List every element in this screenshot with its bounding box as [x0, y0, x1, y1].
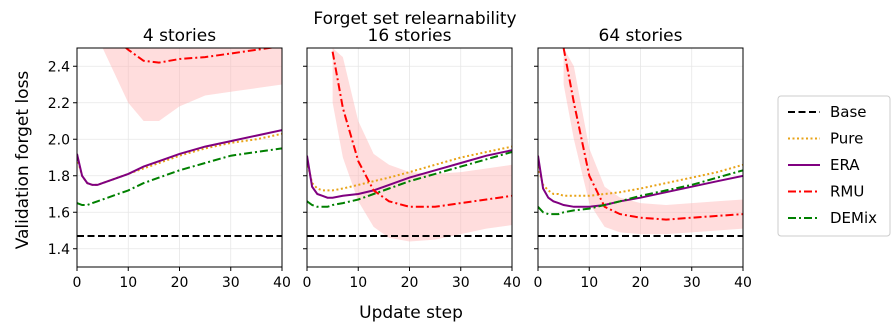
legend-label-demix: DEMix: [830, 209, 877, 227]
y-axis-label: Validation forget loss: [13, 71, 33, 250]
series-line-demix: [538, 169, 743, 216]
y-tick-label: 1.6: [48, 205, 70, 221]
rmu-uncertainty-band: [102, 48, 282, 121]
x-tick-label: 10: [119, 275, 137, 291]
x-tick-label: 20: [171, 275, 189, 291]
x-tick-label: 10: [580, 275, 598, 291]
x-tick-label: 40: [734, 275, 752, 291]
x-tick-label: 20: [401, 275, 419, 291]
series-line-rmu: [124, 48, 277, 64]
x-axis-label: Update step: [359, 303, 463, 322]
x-tick-label: 0: [534, 275, 543, 291]
figure-suptitle: Forget set relearnability: [313, 9, 516, 29]
legend-label-base: Base: [830, 103, 867, 121]
x-tick-label: 40: [273, 275, 291, 291]
series-line-rmu: [562, 48, 743, 221]
panel-1: 4 stories 0 10 20 30 40 1.4 1.6 1.8 2.0 2.2 2.4: [48, 26, 291, 291]
legend-label-pure: Pure: [830, 130, 863, 148]
x-tick-label: 20: [632, 275, 650, 291]
legend-label-era: ERA: [830, 156, 860, 174]
rmu-uncertainty-band: [563, 48, 743, 235]
x-tick-label: 30: [222, 275, 240, 291]
series-line-pure: [307, 145, 512, 192]
y-tick-label: 2.2: [48, 96, 70, 112]
legend-label-rmu: RMU: [830, 183, 864, 201]
x-tick-label: 10: [349, 275, 367, 291]
panel-title: 64 stories: [599, 26, 683, 46]
legend-box: [777, 95, 891, 237]
panel-3: 64 stories 0 10 20 30 40: [534, 26, 752, 291]
panel-2: 16 stories 0 10 20 30 40: [303, 26, 521, 291]
x-tick-label: 0: [73, 275, 82, 291]
series-line-pure: [538, 163, 743, 197]
series-line-demix: [77, 147, 282, 206]
panel-title: 4 stories: [143, 26, 216, 46]
y-tick-label: 1.4: [48, 242, 70, 258]
legend: Base Pure ERA RMU DEMix: [777, 95, 891, 237]
y-tick-label: 1.8: [48, 169, 70, 185]
series-line-demix: [307, 151, 512, 208]
x-tick-label: 30: [452, 275, 470, 291]
series-line-era: [307, 149, 512, 199]
y-tick-label: 2.0: [48, 132, 70, 148]
panel-title: 16 stories: [368, 26, 452, 46]
series-line-era: [77, 129, 282, 186]
x-tick-label: 30: [683, 275, 701, 291]
series-line-era: [538, 155, 743, 208]
series-line-rmu: [331, 51, 512, 208]
x-tick-label: 0: [303, 275, 312, 291]
x-tick-label: 40: [503, 275, 521, 291]
y-tick-label: 2.4: [48, 59, 70, 75]
